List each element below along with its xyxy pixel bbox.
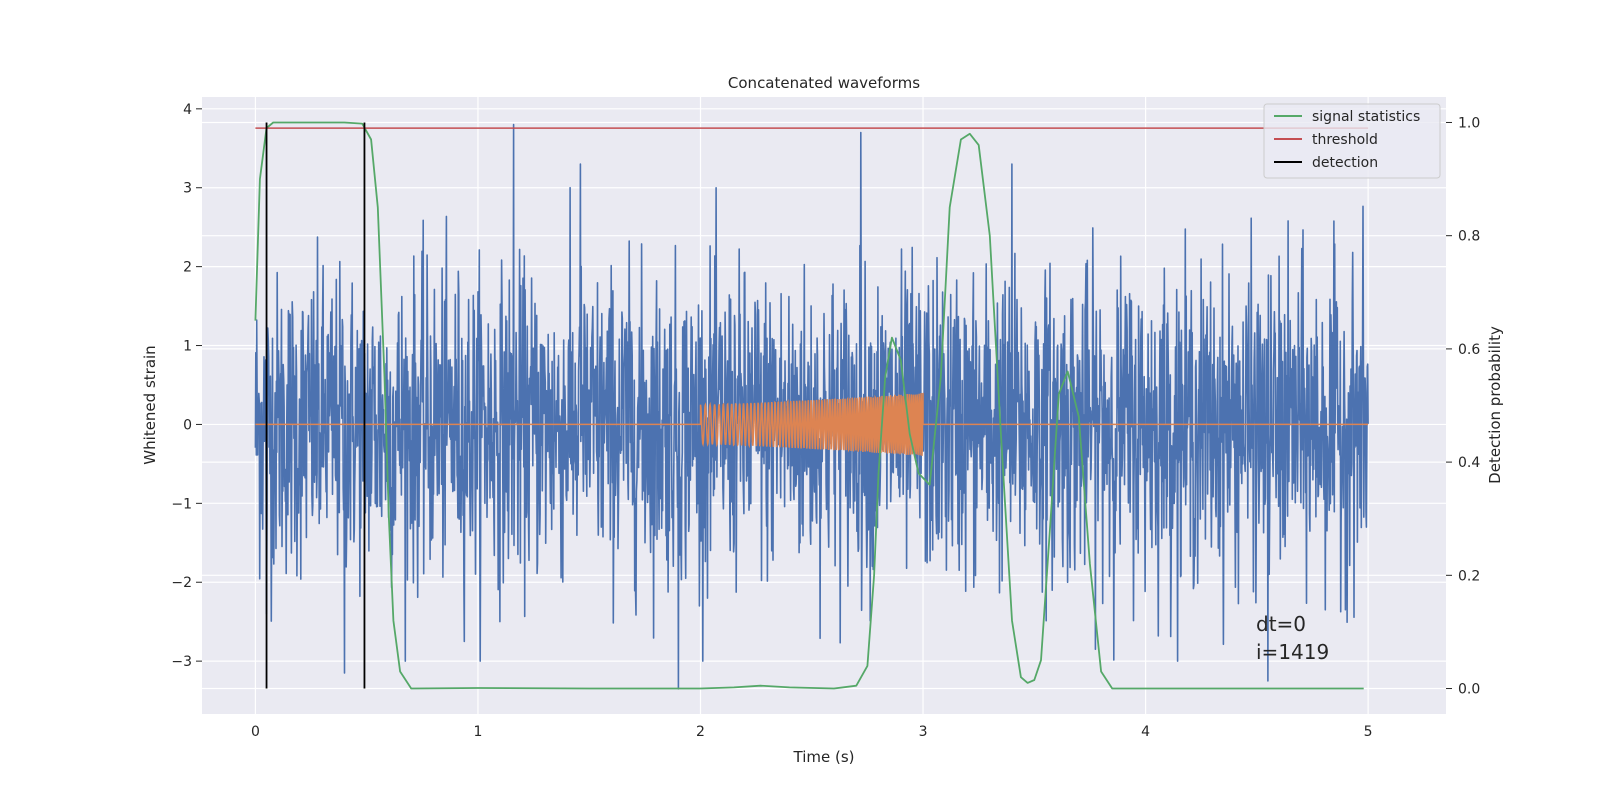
y2-tick-label: 0.4 xyxy=(1458,455,1480,471)
legend-label-signal-statistics: signal statistics xyxy=(1312,109,1420,125)
legend-box xyxy=(1263,103,1441,179)
signal-statistics-line xyxy=(254,121,1364,690)
y-tick-label: 4 xyxy=(183,102,192,118)
legend-label-threshold: threshold xyxy=(1312,132,1378,148)
y-tick-label: 3 xyxy=(183,181,192,197)
y-tick-label: −1 xyxy=(171,496,192,512)
y-tick-label: 1 xyxy=(183,339,192,355)
x-tick-label: 0 xyxy=(251,724,260,740)
annotation-dt: dt=0 xyxy=(1256,612,1306,636)
x-tick-label: 1 xyxy=(473,724,482,740)
chart-title: Concatenated waveforms xyxy=(728,74,920,92)
y2-tick-label: 0.0 xyxy=(1458,682,1480,698)
x-tick-label: 5 xyxy=(1364,724,1373,740)
y-axis-label: Whitened strain xyxy=(141,345,159,464)
x-axis-label: Time (s) xyxy=(793,748,855,766)
y2-axis-label: Detection probability xyxy=(1486,326,1504,484)
y2-tick-label: 0.2 xyxy=(1458,568,1480,584)
y-tick-label: −3 xyxy=(171,654,192,670)
y2-tick-label: 1.0 xyxy=(1458,115,1480,131)
axis-ticks: 0 1 2 3 4 5 −3 −2 −1 0 1 2 3 4 0.0 0.2 0.4 0.6 0.8 1.0 xyxy=(171,102,1480,740)
x-tick-label: 4 xyxy=(1141,724,1150,740)
series-injection xyxy=(255,392,1369,456)
y-tick-label: 0 xyxy=(183,417,192,433)
legend: signal statistics threshold detection xyxy=(1263,103,1441,179)
y-tick-label: −2 xyxy=(171,575,192,591)
y-tick-label: 2 xyxy=(183,260,192,276)
y2-tick-label: 0.6 xyxy=(1458,342,1480,358)
series-detection xyxy=(254,121,1369,690)
x-tick-label: 3 xyxy=(919,724,928,740)
x-tick-label: 2 xyxy=(696,724,705,740)
y2-tick-label: 0.8 xyxy=(1458,229,1480,245)
annotation-i: i=1419 xyxy=(1256,640,1329,664)
injection-line xyxy=(255,392,1369,456)
legend-label-detection: detection xyxy=(1312,155,1378,171)
